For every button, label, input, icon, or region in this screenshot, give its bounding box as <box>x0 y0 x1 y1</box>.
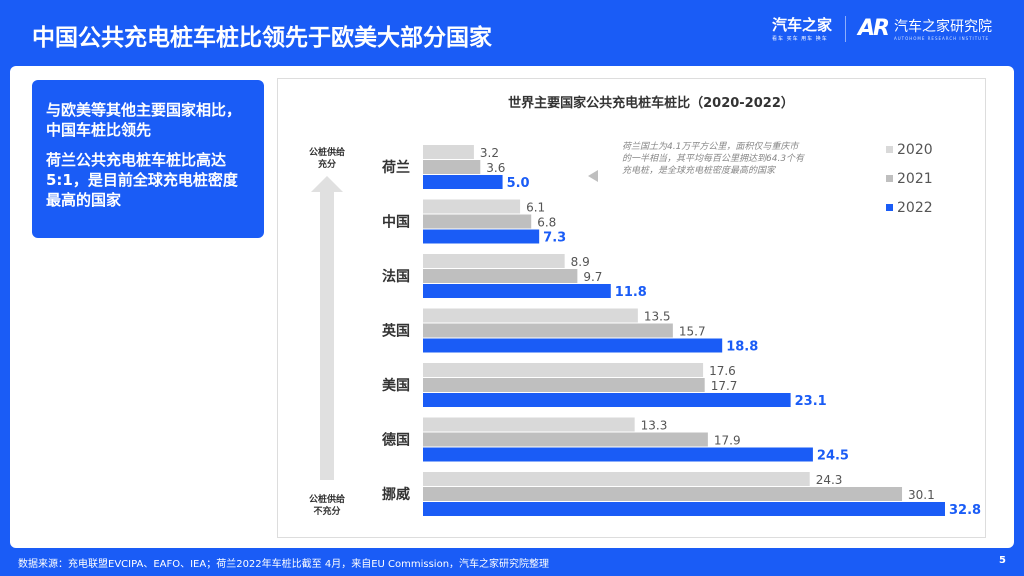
category-label: 中国 <box>382 214 410 231</box>
bar-2020 <box>423 308 638 323</box>
legend-label-2021: 2021 <box>897 171 933 187</box>
logo-divider <box>845 16 846 42</box>
axis-top-label: 公桩供给 <box>309 146 345 158</box>
logo-text: 汽车之家 <box>772 16 833 34</box>
annotation-text: 荷兰国土为4.1万平方公里，面积仅与重庆市的一半相当，其平均每百公里拥达到64.… <box>622 142 805 176</box>
chart-frame <box>277 78 986 538</box>
data-label-2021: 17.9 <box>714 434 741 448</box>
bar-2022 <box>423 284 611 298</box>
bar-2021 <box>423 160 481 174</box>
summary-point-1: 与欧美等其他主要国家相比，中国车桩比领先 <box>46 101 242 139</box>
supply-arrow-shaft <box>320 190 334 480</box>
data-label-2020: 3.2 <box>480 146 499 160</box>
category-label: 荷兰 <box>381 159 410 176</box>
supply-arrow-head-icon <box>311 176 343 192</box>
axis-bottom-label-2: 不充分 <box>313 505 340 517</box>
data-label-2020: 24.3 <box>816 473 843 487</box>
data-label-2022: 32.8 <box>949 503 981 518</box>
data-label-2021: 9.7 <box>583 270 602 284</box>
legend-swatch-2020 <box>886 146 893 153</box>
bar-2020 <box>423 254 565 268</box>
bar-2021 <box>423 378 705 392</box>
page-number: 5 <box>999 555 1006 566</box>
bar-2020 <box>423 472 810 486</box>
data-label-2022: 7.3 <box>543 231 566 246</box>
data-label-2022: 11.8 <box>615 285 647 300</box>
data-label-2020: 6.1 <box>526 201 545 215</box>
bar-2020 <box>423 145 474 159</box>
research-institute-name: 汽车之家研究院 <box>893 19 992 35</box>
data-label-2022: 24.5 <box>817 449 849 464</box>
legend-label-2022: 2022 <box>897 200 933 216</box>
research-institute-logo: AR 汽车之家研究院 AUTOHOME RESEARCH INSTITUTE <box>858 16 992 41</box>
data-label-2020: 13.5 <box>644 310 671 324</box>
category-label: 法国 <box>382 268 410 285</box>
legend-swatch-2021 <box>886 175 893 182</box>
data-label-2021: 15.7 <box>679 325 706 339</box>
data-label-2020: 13.3 <box>641 419 668 433</box>
data-label-2022: 5.0 <box>507 176 530 191</box>
bar-2021 <box>423 269 578 283</box>
data-label-2021: 3.6 <box>486 161 505 175</box>
summary-point-2: 荷兰公共充电桩车桩比高达5:1，是目前全球充电桩密度最高的国家 <box>46 151 238 209</box>
chart-title: 世界主要国家公共充电桩车桩比（2020-2022） <box>508 95 794 111</box>
data-label-2020: 17.6 <box>709 364 736 378</box>
axis-top-label-2: 充分 <box>318 158 336 170</box>
data-label-2021: 6.8 <box>537 216 556 230</box>
annotation-pointer-icon <box>588 170 598 182</box>
category-label: 德国 <box>382 432 410 449</box>
bar-2022 <box>423 393 791 407</box>
data-label-2022: 23.1 <box>795 394 827 409</box>
data-source: 数据来源：充电联盟EVCIPA、EAFO、IEA；荷兰2022年车桩比截至 4月… <box>18 559 550 570</box>
data-label-2021: 30.1 <box>908 488 935 502</box>
bar-2022 <box>423 175 503 189</box>
bar-2022 <box>423 502 945 516</box>
bar-2020 <box>423 363 704 377</box>
bar-2022 <box>423 229 540 244</box>
category-label: 美国 <box>382 377 410 394</box>
page-title: 中国公共充电桩车桩比领先于欧美大部分国家 <box>32 25 492 51</box>
summary-box: 与欧美等其他主要国家相比，中国车桩比领先 荷兰公共充电桩车桩比高达5:1，是目前… <box>32 80 264 238</box>
bar-2021 <box>423 323 673 338</box>
bar-2020 <box>423 417 635 432</box>
autohome-logo: 汽车之家 看车 买车 用车 换车 <box>772 14 832 42</box>
bar-2022 <box>423 447 813 462</box>
bar-2021 <box>423 214 532 229</box>
bar-2021 <box>423 432 708 447</box>
data-label-2020: 8.9 <box>571 255 590 269</box>
category-label: 挪威 <box>382 486 410 503</box>
ar-logo-mark: AR <box>858 16 890 41</box>
data-label-2021: 17.7 <box>711 379 738 393</box>
legend-label-2020: 2020 <box>897 142 933 158</box>
bar-2022 <box>423 338 723 353</box>
legend-swatch-2022 <box>886 204 893 211</box>
category-label: 英国 <box>381 323 410 340</box>
logo-subtext: 看车 买车 用车 换车 <box>772 36 828 42</box>
bar-2021 <box>423 487 903 501</box>
axis-bottom-label: 公桩供给 <box>309 493 345 505</box>
bar-2020 <box>423 199 521 214</box>
research-institute-sub: AUTOHOME RESEARCH INSTITUTE <box>893 36 990 41</box>
data-label-2022: 18.8 <box>726 340 758 355</box>
